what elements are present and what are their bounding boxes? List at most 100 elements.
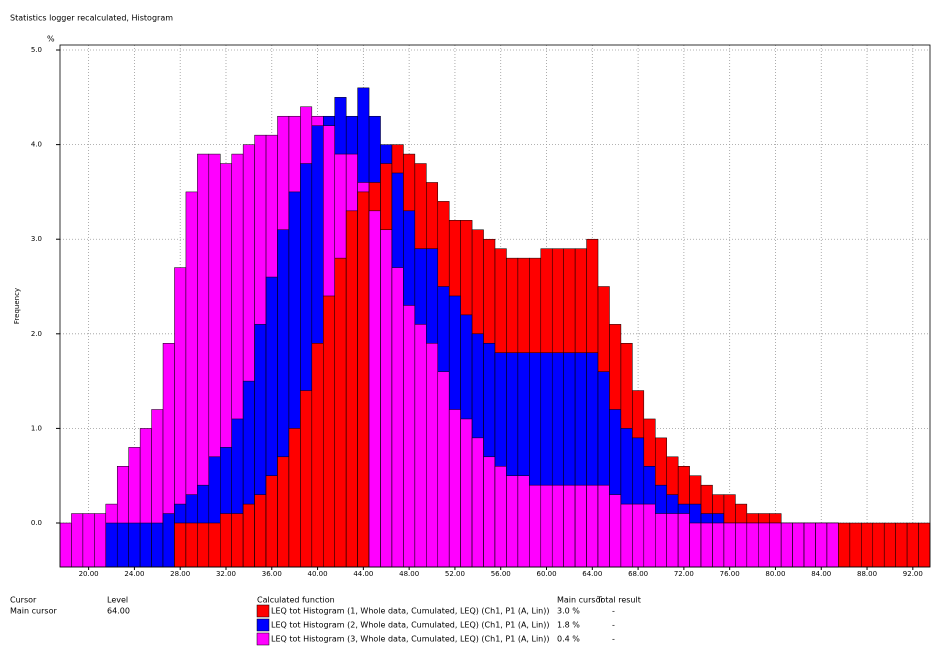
bar [551,484,564,568]
bar [494,466,507,568]
bar [139,522,152,568]
bar [849,522,862,568]
bar [403,305,416,568]
bar [242,503,255,568]
y-tick-label: 5.0 [31,46,42,54]
plot-area: 0.0 1.0 2.0 3.0 4.0 5.0 20.00 24.00 28.00 32.00 36… [31,44,931,578]
bar [483,456,496,568]
legend-label: LEQ tot Histogram (2, Whole data, Cumula… [271,621,550,630]
total-result-value: - [612,621,615,630]
x-tick-label: 84.00 [811,570,831,578]
bar [208,522,221,568]
bar [677,513,690,568]
x-tick-label: 64.00 [582,570,602,578]
bar [574,484,587,568]
x-tick-label: 72.00 [674,570,694,578]
x-tick-label: 88.00 [857,570,877,578]
bar [792,522,805,568]
total-result-value: - [612,607,615,616]
bar [540,484,553,568]
bar [265,475,278,568]
bar [597,484,610,568]
x-tick-label: 56.00 [491,570,511,578]
bar [426,343,439,568]
x-tick-label: 52.00 [445,570,465,578]
bar [918,522,931,568]
bar [357,191,370,568]
bar [151,522,164,568]
bar [311,343,324,568]
x-tick-label: 60.00 [536,570,556,578]
bar [643,503,656,568]
function-header: Calculated function [257,596,335,605]
bar [71,513,84,568]
bar [780,522,793,568]
bar [448,409,461,568]
x-tick-label: 92.00 [903,570,923,578]
bar [906,522,919,568]
bar [437,371,450,568]
bar [368,210,381,568]
bar [59,522,72,568]
x-tick-label: 68.00 [628,570,648,578]
legend-label: LEQ tot Histogram (3, Whole data, Cumula… [271,635,550,644]
y-axis-label: Frequency [13,288,21,324]
plot-frame [59,44,931,568]
x-tick-label: 28.00 [170,570,190,578]
level-header: Level [107,596,128,605]
cursor-panel: Cursor Main cursor Level 64.00 Calculate… [10,596,641,646]
bar [769,522,782,568]
cursor-name: Main cursor [10,607,57,616]
bar [174,522,187,568]
main-cursor-value: 1.8 % [557,621,580,630]
bar [586,484,599,568]
chart-title: Statistics logger recalculated, Histogra… [10,14,173,23]
bar [254,494,267,568]
bar [323,295,335,568]
level-value: 64.00 [107,607,130,616]
y-tick-label: 1.0 [31,424,42,432]
bar [414,324,427,568]
bar [128,522,141,568]
bar [609,494,622,568]
y-unit: % [47,35,55,44]
total-header: Total result [596,596,641,605]
legend-label: LEQ tot Histogram (1, Whole data, Cumula… [271,607,550,616]
bar [345,210,358,568]
bar [655,513,667,568]
bar [826,522,839,568]
bar [94,513,107,568]
cursor-header: Cursor [10,596,37,605]
bar [471,437,484,568]
bar [380,229,393,568]
bar [689,522,702,568]
bar [288,428,301,568]
bar [746,522,759,568]
y-tick-label: 3.0 [31,235,42,243]
bar [105,522,118,568]
bar [735,522,748,568]
bar [506,475,519,568]
legend-swatch [256,618,270,632]
bar [861,522,874,568]
bar [460,418,473,568]
x-tick-label: 32.00 [216,570,236,578]
x-tick-label: 76.00 [720,570,740,578]
y-tick-label: 2.0 [31,330,42,338]
bar [116,522,129,568]
bar [620,503,633,568]
bar [162,513,175,568]
bar [220,513,232,568]
bar [231,513,244,568]
bar [838,522,851,568]
x-tick-label: 36.00 [262,570,282,578]
bar [391,267,404,568]
bar [563,484,576,568]
bar [815,522,828,568]
bar [82,513,95,568]
bar [758,522,770,568]
bar [197,522,210,568]
x-tick-label: 48.00 [399,570,419,578]
x-tick-label: 40.00 [308,570,328,578]
